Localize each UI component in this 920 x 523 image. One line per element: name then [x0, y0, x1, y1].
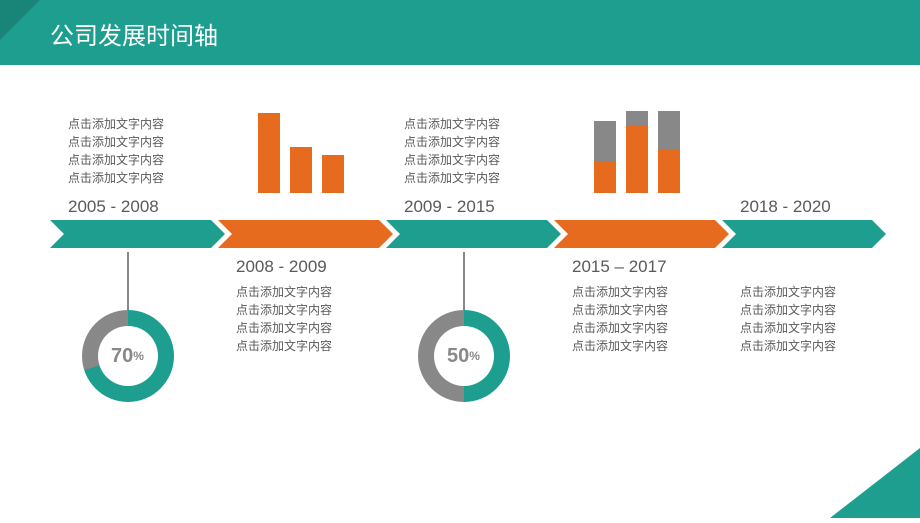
donut-connector: [463, 252, 465, 312]
donut-center: 50%: [434, 326, 494, 386]
bar-segment-orange: [290, 147, 312, 193]
description-line: 点击添加文字内容: [236, 301, 332, 319]
arrow-tail: [218, 220, 232, 248]
description-line: 点击添加文字内容: [404, 133, 500, 151]
bar: [290, 113, 312, 193]
description-line: 点击添加文字内容: [572, 337, 668, 355]
bar: [626, 103, 648, 193]
arrow-shaft: [400, 220, 547, 248]
corner-accent-bottom-right: [830, 448, 920, 518]
donut-connector: [127, 252, 129, 312]
bar: [258, 113, 280, 193]
timeline-arrow-segment: [554, 220, 729, 248]
donut-percent-value: 70: [111, 345, 133, 368]
period-label: 2015 – 2017: [572, 257, 667, 277]
header-accent-triangle: [0, 0, 40, 40]
arrow-tail: [554, 220, 568, 248]
description-line: 点击添加文字内容: [236, 319, 332, 337]
bar: [322, 113, 344, 193]
timeline-arrow-segment: [218, 220, 393, 248]
description-line: 点击添加文字内容: [740, 283, 836, 301]
description-line: 点击添加文字内容: [236, 337, 332, 355]
arrow-shaft: [736, 220, 872, 248]
donut-center: 70%: [98, 326, 158, 386]
bar-segment-gray: [594, 121, 616, 161]
bar-segment-orange: [626, 125, 648, 193]
arrow-shaft: [232, 220, 379, 248]
mini-bar-chart: [594, 103, 680, 193]
description-line: 点击添加文字内容: [68, 133, 164, 151]
timeline-area: 2005 - 2008点击添加文字内容点击添加文字内容点击添加文字内容点击添加文…: [0, 65, 920, 523]
description-line: 点击添加文字内容: [572, 319, 668, 337]
donut-chart: 70%: [82, 310, 174, 402]
period-label: 2018 - 2020: [740, 197, 831, 217]
timeline-arrow-segment: [386, 220, 561, 248]
period-label: 2008 - 2009: [236, 257, 327, 277]
bar-segment-orange: [258, 113, 280, 193]
arrow-head: [872, 220, 886, 248]
bar-segment-orange: [594, 161, 616, 193]
timeline-arrow-segment: [50, 220, 225, 248]
description-block: 点击添加文字内容点击添加文字内容点击添加文字内容点击添加文字内容: [236, 283, 332, 355]
description-line: 点击添加文字内容: [740, 301, 836, 319]
arrow-tail: [722, 220, 736, 248]
period-label: 2009 - 2015: [404, 197, 495, 217]
arrow-shaft: [64, 220, 211, 248]
period-label: 2005 - 2008: [68, 197, 159, 217]
description-line: 点击添加文字内容: [404, 169, 500, 187]
description-block: 点击添加文字内容点击添加文字内容点击添加文字内容点击添加文字内容: [572, 283, 668, 355]
description-line: 点击添加文字内容: [68, 115, 164, 133]
description-line: 点击添加文字内容: [68, 151, 164, 169]
donut-chart: 50%: [418, 310, 510, 402]
description-line: 点击添加文字内容: [740, 337, 836, 355]
slide-title: 公司发展时间轴: [50, 23, 218, 50]
description-line: 点击添加文字内容: [236, 283, 332, 301]
bar-segment-gray: [658, 111, 680, 149]
description-block: 点击添加文字内容点击添加文字内容点击添加文字内容点击添加文字内容: [68, 115, 164, 187]
percent-icon: %: [469, 349, 480, 363]
description-block: 点击添加文字内容点击添加文字内容点击添加文字内容点击添加文字内容: [404, 115, 500, 187]
description-line: 点击添加文字内容: [404, 115, 500, 133]
percent-icon: %: [133, 349, 144, 363]
description-line: 点击添加文字内容: [740, 319, 836, 337]
slide-header: 公司发展时间轴: [0, 0, 920, 65]
bar-segment-orange: [322, 155, 344, 193]
bar-segment-gray: [626, 111, 648, 125]
mini-bar-chart: [258, 113, 344, 193]
description-line: 点击添加文字内容: [572, 301, 668, 319]
donut-percent-value: 50: [447, 345, 469, 368]
timeline-arrow-segment: [722, 220, 886, 248]
description-line: 点击添加文字内容: [68, 169, 164, 187]
description-line: 点击添加文字内容: [572, 283, 668, 301]
bar: [594, 103, 616, 193]
bar: [658, 103, 680, 193]
arrow-tail: [50, 220, 64, 248]
arrow-shaft: [568, 220, 715, 248]
description-line: 点击添加文字内容: [404, 151, 500, 169]
arrow-tail: [386, 220, 400, 248]
bar-segment-orange: [658, 149, 680, 193]
description-block: 点击添加文字内容点击添加文字内容点击添加文字内容点击添加文字内容: [740, 283, 836, 355]
